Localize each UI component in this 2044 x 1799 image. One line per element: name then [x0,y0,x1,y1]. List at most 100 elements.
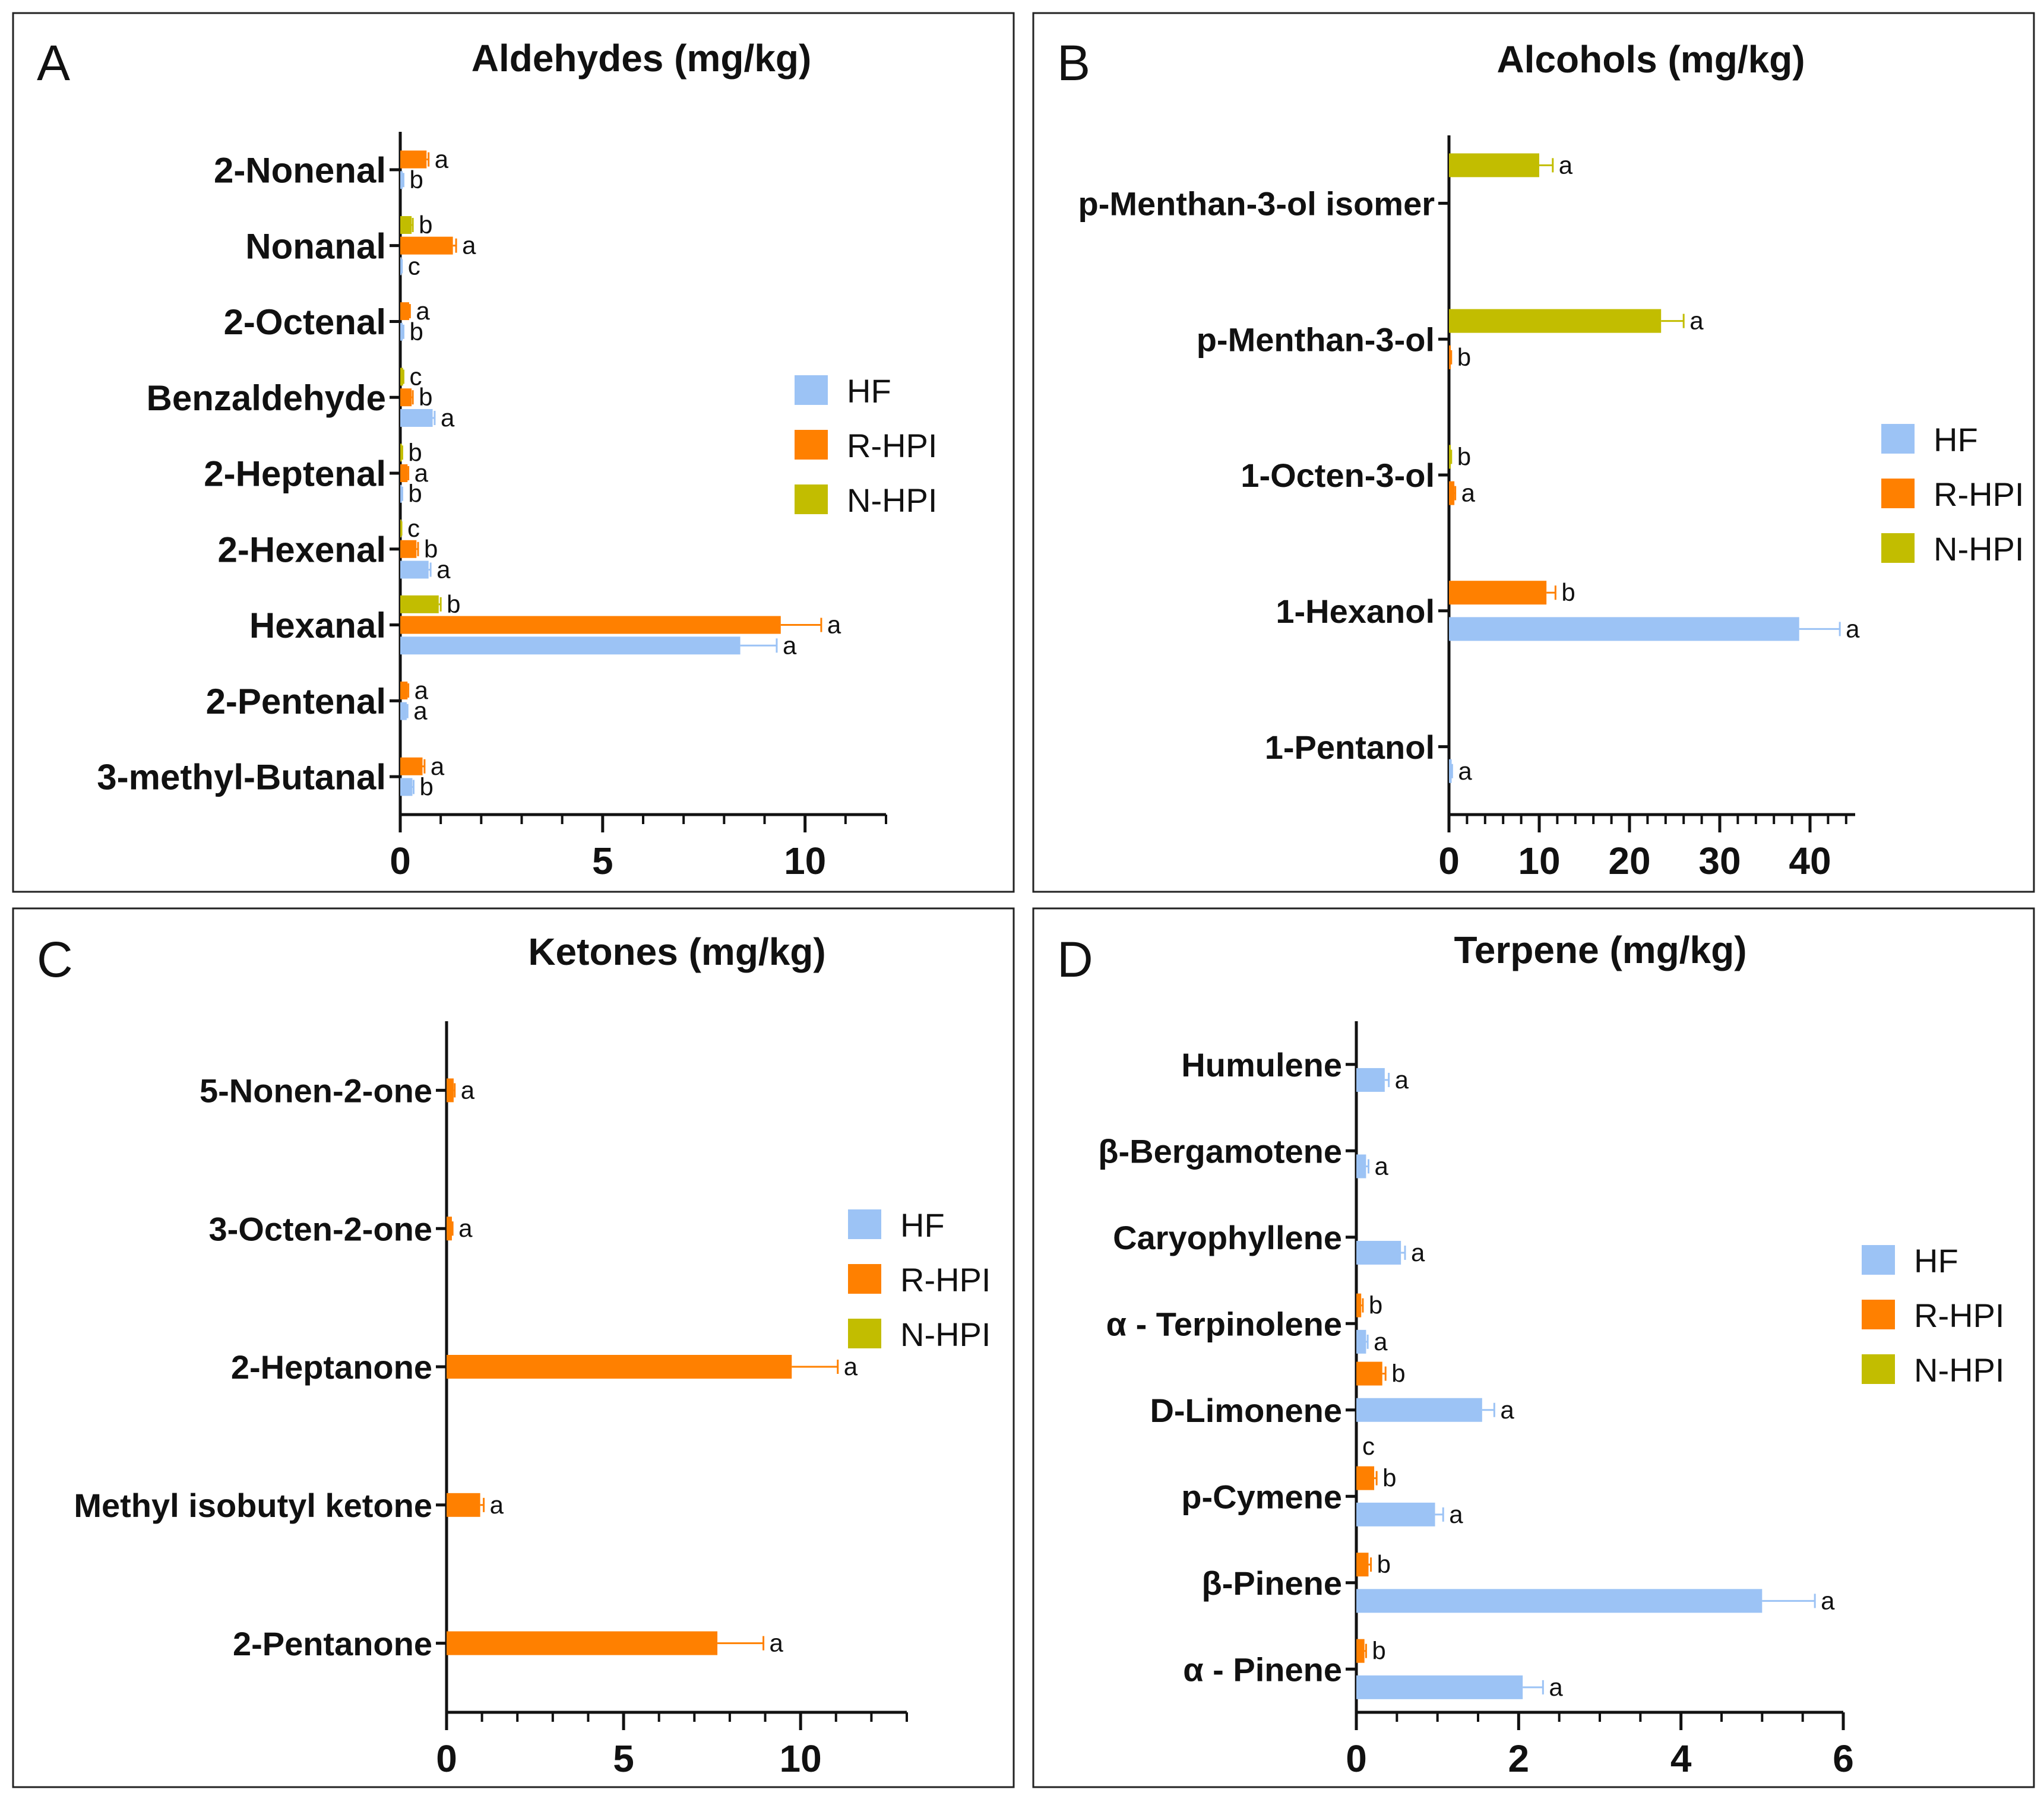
panel-a: A Aldehydes (mg/kg)0 5 102-Nonenal abNonanal… [12,12,1015,893]
category-label: α - Pinene [1183,1651,1342,1688]
bar-n-hpi: c [1362,1432,1375,1460]
panel-c: C Ketones (mg/kg)0 5 105-Nonen-2-one a3-Octe… [12,907,1015,1788]
category-2-pentenal: 2-Pentenal aa [206,676,429,725]
bar [447,1493,480,1517]
bar [1356,1553,1369,1577]
significance-label: a [1689,307,1704,335]
category-label: Caryophyllene [1113,1219,1342,1256]
category-nonanal: Nonanal b a c [245,211,476,280]
bar-hf: c [400,252,420,280]
bar [447,1217,452,1241]
legend-item-r-hpi: R-HPI [848,1261,991,1298]
significance-label: a [1559,151,1573,179]
legend-item-r-hpi: R-HPI [1862,1297,2004,1334]
category-1-pentanol: 1-Pentanol a [1265,729,1473,785]
legend-swatch [1862,1354,1895,1384]
bar [400,681,408,699]
significance-label: c [407,514,420,542]
significance-label: a [436,555,451,583]
bar [400,444,402,462]
significance-label: a [1449,1500,1463,1528]
bar-r-hpi: a [1449,479,1476,507]
significance-label: a [441,404,455,432]
category-label: Humulene [1181,1046,1342,1084]
legend-label: R-HPI [900,1261,991,1298]
category-hexanal: Hexanal b a a [249,590,841,659]
x-tick-label: 0 [436,1737,457,1780]
legend-item-n-hpi: N-HPI [1862,1351,2004,1389]
legend-item-n-hpi: N-HPI [848,1316,991,1353]
bar-r-hpi: b [1356,1637,1386,1665]
significance-label: b [1377,1550,1391,1578]
bar-n-hpi: c [400,363,422,391]
significance-label: a [490,1491,504,1519]
chart-title: Alcohols (mg/kg) [1496,38,1805,81]
bar [400,408,433,427]
legend-item-n-hpi: N-HPI [1881,530,2024,568]
significance-label: c [1362,1432,1375,1460]
bar [400,322,403,341]
x-tick-label: 6 [1833,1737,1854,1780]
bar [400,560,429,579]
bar-n-hpi: b [400,438,422,466]
bar [1356,1589,1763,1613]
legend-label: R-HPI [1934,476,2024,513]
bar-hf: a [1356,1066,1409,1094]
legend-label: N-HPI [847,482,937,519]
x-tick-label: 40 [1789,840,1831,882]
category-p-menthan-3-ol: p-Menthan-3-ol a b [1197,307,1704,371]
bar [1449,153,1539,178]
x-tick-label: 4 [1670,1737,1692,1780]
legend-swatch [848,1209,881,1239]
bar-hf: b [400,318,423,346]
category-pinene: α - Pinene b a [1183,1637,1563,1701]
x-tick-label: 10 [784,840,826,882]
legend: HF R-HPI N-HPI [795,372,937,519]
significance-label: b [1457,442,1471,470]
legend: HF R-HPI N-HPI [1862,1242,2004,1389]
significance-label: b [419,383,432,411]
bar-hf: a [1356,1586,1835,1614]
legend-swatch [795,430,828,460]
bar-r-hpi: a [447,1491,504,1519]
bar-r-hpi: b [1449,343,1471,371]
category-label: p-Menthan-3-ol [1197,321,1435,358]
category-3-octen-2-one: 3-Octen-2-one a [209,1210,473,1247]
category-label: D-Limonene [1150,1392,1342,1429]
legend-swatch [1881,533,1915,563]
category-pinene: β-Pinene b a [1202,1550,1836,1614]
category-p-cymene: p-Cymene b a [1181,1464,1463,1528]
significance-label: a [827,611,841,639]
category-label: 2-Heptenal [204,454,386,494]
category-label: 1-Octen-3-ol [1241,457,1435,494]
bar [400,302,409,321]
panel-letter: C [37,932,73,987]
bar [400,257,402,275]
bar [1449,445,1451,469]
legend-item-n-hpi: N-HPI [795,482,937,519]
bar [1449,345,1451,369]
significance-label: a [1374,1328,1388,1355]
legend-swatch [848,1319,881,1348]
legend-swatch [1862,1245,1895,1275]
bar-hf: a [400,404,455,432]
category-label: Benzaldehyde [147,378,386,418]
category-label: 1-Hexanol [1276,593,1435,630]
significance-label: a [770,1629,784,1657]
bar [1356,1466,1375,1490]
bar-r-hpi: a [400,145,449,173]
bar-r-hpi: a [447,1629,784,1657]
x-tick-label: 10 [1518,840,1560,882]
category-label: 2-Heptanone [231,1348,432,1386]
significance-label: a [416,297,430,325]
category-humulene: Humulene a [1181,1046,1409,1094]
significance-label: a [1375,1152,1389,1180]
significance-label: a [1500,1396,1514,1424]
bar-r-hpi: a [447,1076,475,1104]
bar [400,368,403,386]
bar [1449,759,1452,783]
bar [1356,1675,1523,1699]
legend-label: HF [1914,1242,1958,1279]
category-label: Methyl isobutyl ketone [74,1487,432,1524]
bar [1356,1240,1401,1265]
